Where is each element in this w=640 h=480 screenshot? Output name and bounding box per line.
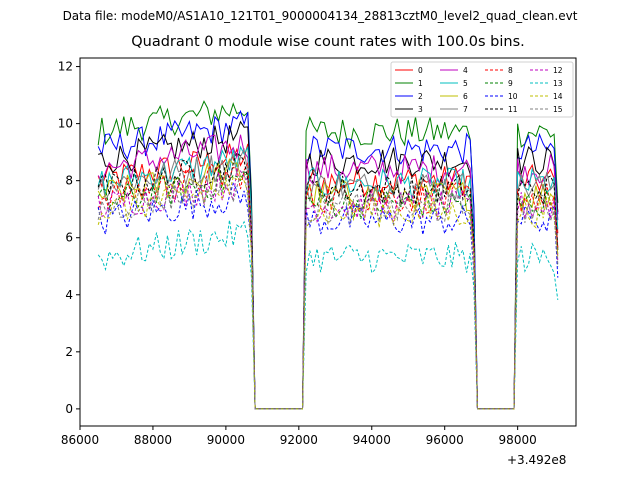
legend-label-14: 14 xyxy=(553,92,563,101)
x-tick-label-90000: 90000 xyxy=(207,433,245,447)
x-tick-label-98000: 98000 xyxy=(499,433,537,447)
y-tick-label-6: 6 xyxy=(65,231,73,245)
legend-label-13: 13 xyxy=(553,79,563,88)
y-tick-label-12: 12 xyxy=(58,60,73,74)
legend-label-7: 7 xyxy=(463,105,468,114)
series-line-9 xyxy=(97,168,559,410)
legend-label-15: 15 xyxy=(553,105,563,114)
series-line-8 xyxy=(97,161,559,410)
x-tick-label-86000: 86000 xyxy=(61,433,99,447)
series-line-14 xyxy=(97,176,559,410)
legend-label-10: 10 xyxy=(508,92,518,101)
legend-label-12: 12 xyxy=(553,66,563,75)
x-tick-label-92000: 92000 xyxy=(280,433,318,447)
legend-label-4: 4 xyxy=(463,66,468,75)
series-line-13 xyxy=(97,219,559,410)
series-line-3 xyxy=(98,120,559,410)
plot-frame xyxy=(79,57,577,427)
series-line-2 xyxy=(97,109,559,410)
x-tick-label-88000: 88000 xyxy=(134,433,172,447)
legend-label-9: 9 xyxy=(508,79,513,88)
y-tick-label-4: 4 xyxy=(65,288,73,302)
series-line-4 xyxy=(97,134,559,410)
x-tick-label-96000: 96000 xyxy=(426,433,464,447)
legend-label-5: 5 xyxy=(463,79,468,88)
legend-label-1: 1 xyxy=(418,79,423,88)
figure-suptitle: Data file: modeM0/AS1A10_121T01_90000041… xyxy=(62,9,578,23)
legend-label-8: 8 xyxy=(508,66,513,75)
series-line-15 xyxy=(97,169,559,410)
legend-label-2: 2 xyxy=(418,92,423,101)
x-tick-label-94000: 94000 xyxy=(353,433,391,447)
chart-title: Quadrant 0 module wise count rates with … xyxy=(131,34,525,50)
legend-label-0: 0 xyxy=(418,66,423,75)
legend-label-11: 11 xyxy=(508,105,518,114)
legend-label-6: 6 xyxy=(463,92,468,101)
series-line-5 xyxy=(97,145,559,410)
y-tick-label-10: 10 xyxy=(58,117,73,131)
series-line-1 xyxy=(97,100,559,410)
series-line-10 xyxy=(97,182,559,410)
legend-label-3: 3 xyxy=(418,105,423,114)
x-offset-label: +3.492e8 xyxy=(507,453,567,467)
y-tick-label-0: 0 xyxy=(65,402,73,416)
legend-box xyxy=(390,61,574,118)
y-tick-label-8: 8 xyxy=(65,174,73,188)
series-line-11 xyxy=(97,152,559,410)
y-tick-label-2: 2 xyxy=(65,345,73,359)
